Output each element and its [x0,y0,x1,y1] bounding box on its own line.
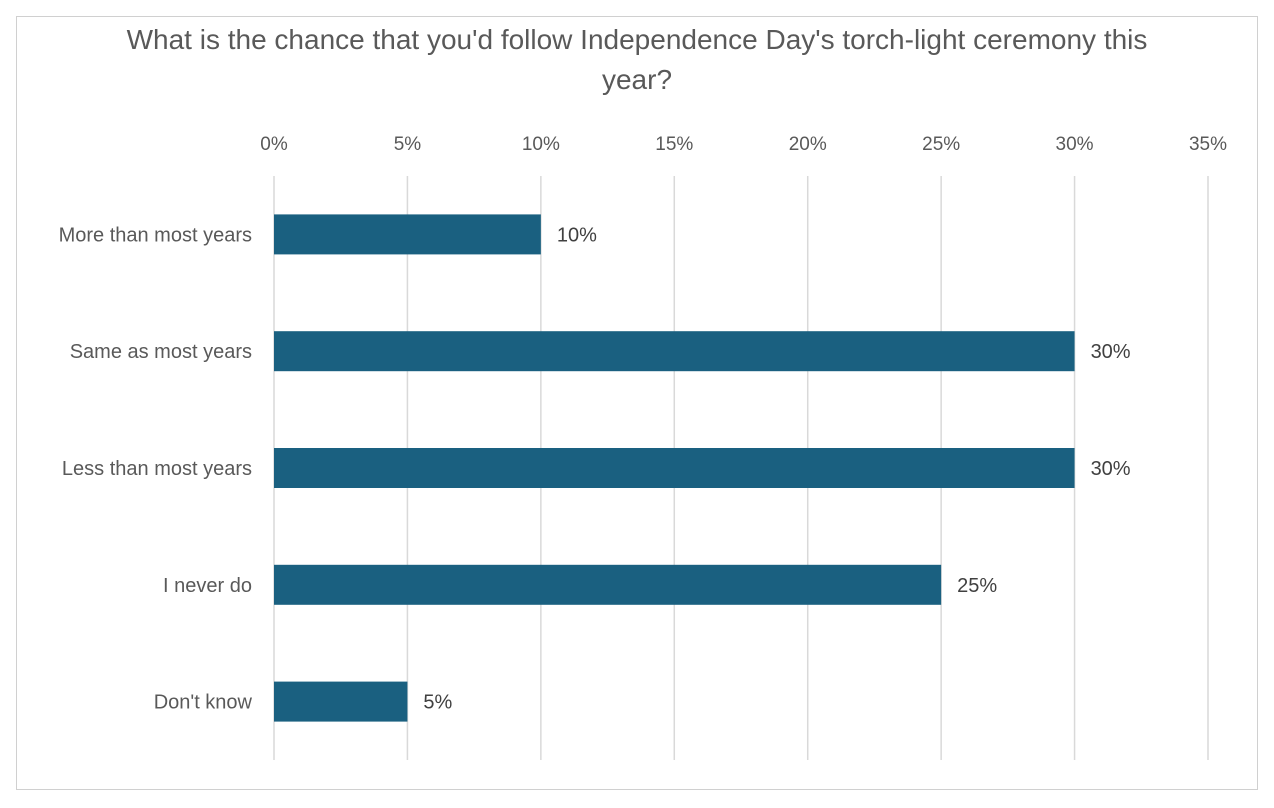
chart-title: What is the chance that you'd follow Ind… [126,24,1148,95]
data-label: 10% [557,224,597,246]
x-tick-label: 20% [789,134,827,155]
data-label: 25% [957,575,997,597]
category-label: I never do [163,575,252,597]
category-label: Less than most years [62,458,252,480]
x-tick-label: 0% [260,134,288,155]
bar-5 [274,681,408,722]
data-label: 30% [1091,458,1131,480]
chart-frame [16,16,1258,790]
x-tick-label: 10% [522,134,560,155]
category-label: Same as most years [70,341,252,363]
x-tick-label: 15% [655,134,693,155]
category-label: Don't know [154,692,253,714]
category-label: More than most years [59,224,252,246]
bar-3 [274,448,1075,488]
x-tick-label: 5% [394,134,422,155]
data-label: 30% [1091,341,1131,363]
bar-1 [274,214,541,255]
bar-4 [274,564,942,605]
x-tick-label: 25% [922,134,960,155]
x-tick-label: 35% [1189,134,1227,155]
bar-2 [274,331,1075,372]
data-label: 5% [423,692,452,714]
x-tick-label: 30% [1056,134,1094,155]
